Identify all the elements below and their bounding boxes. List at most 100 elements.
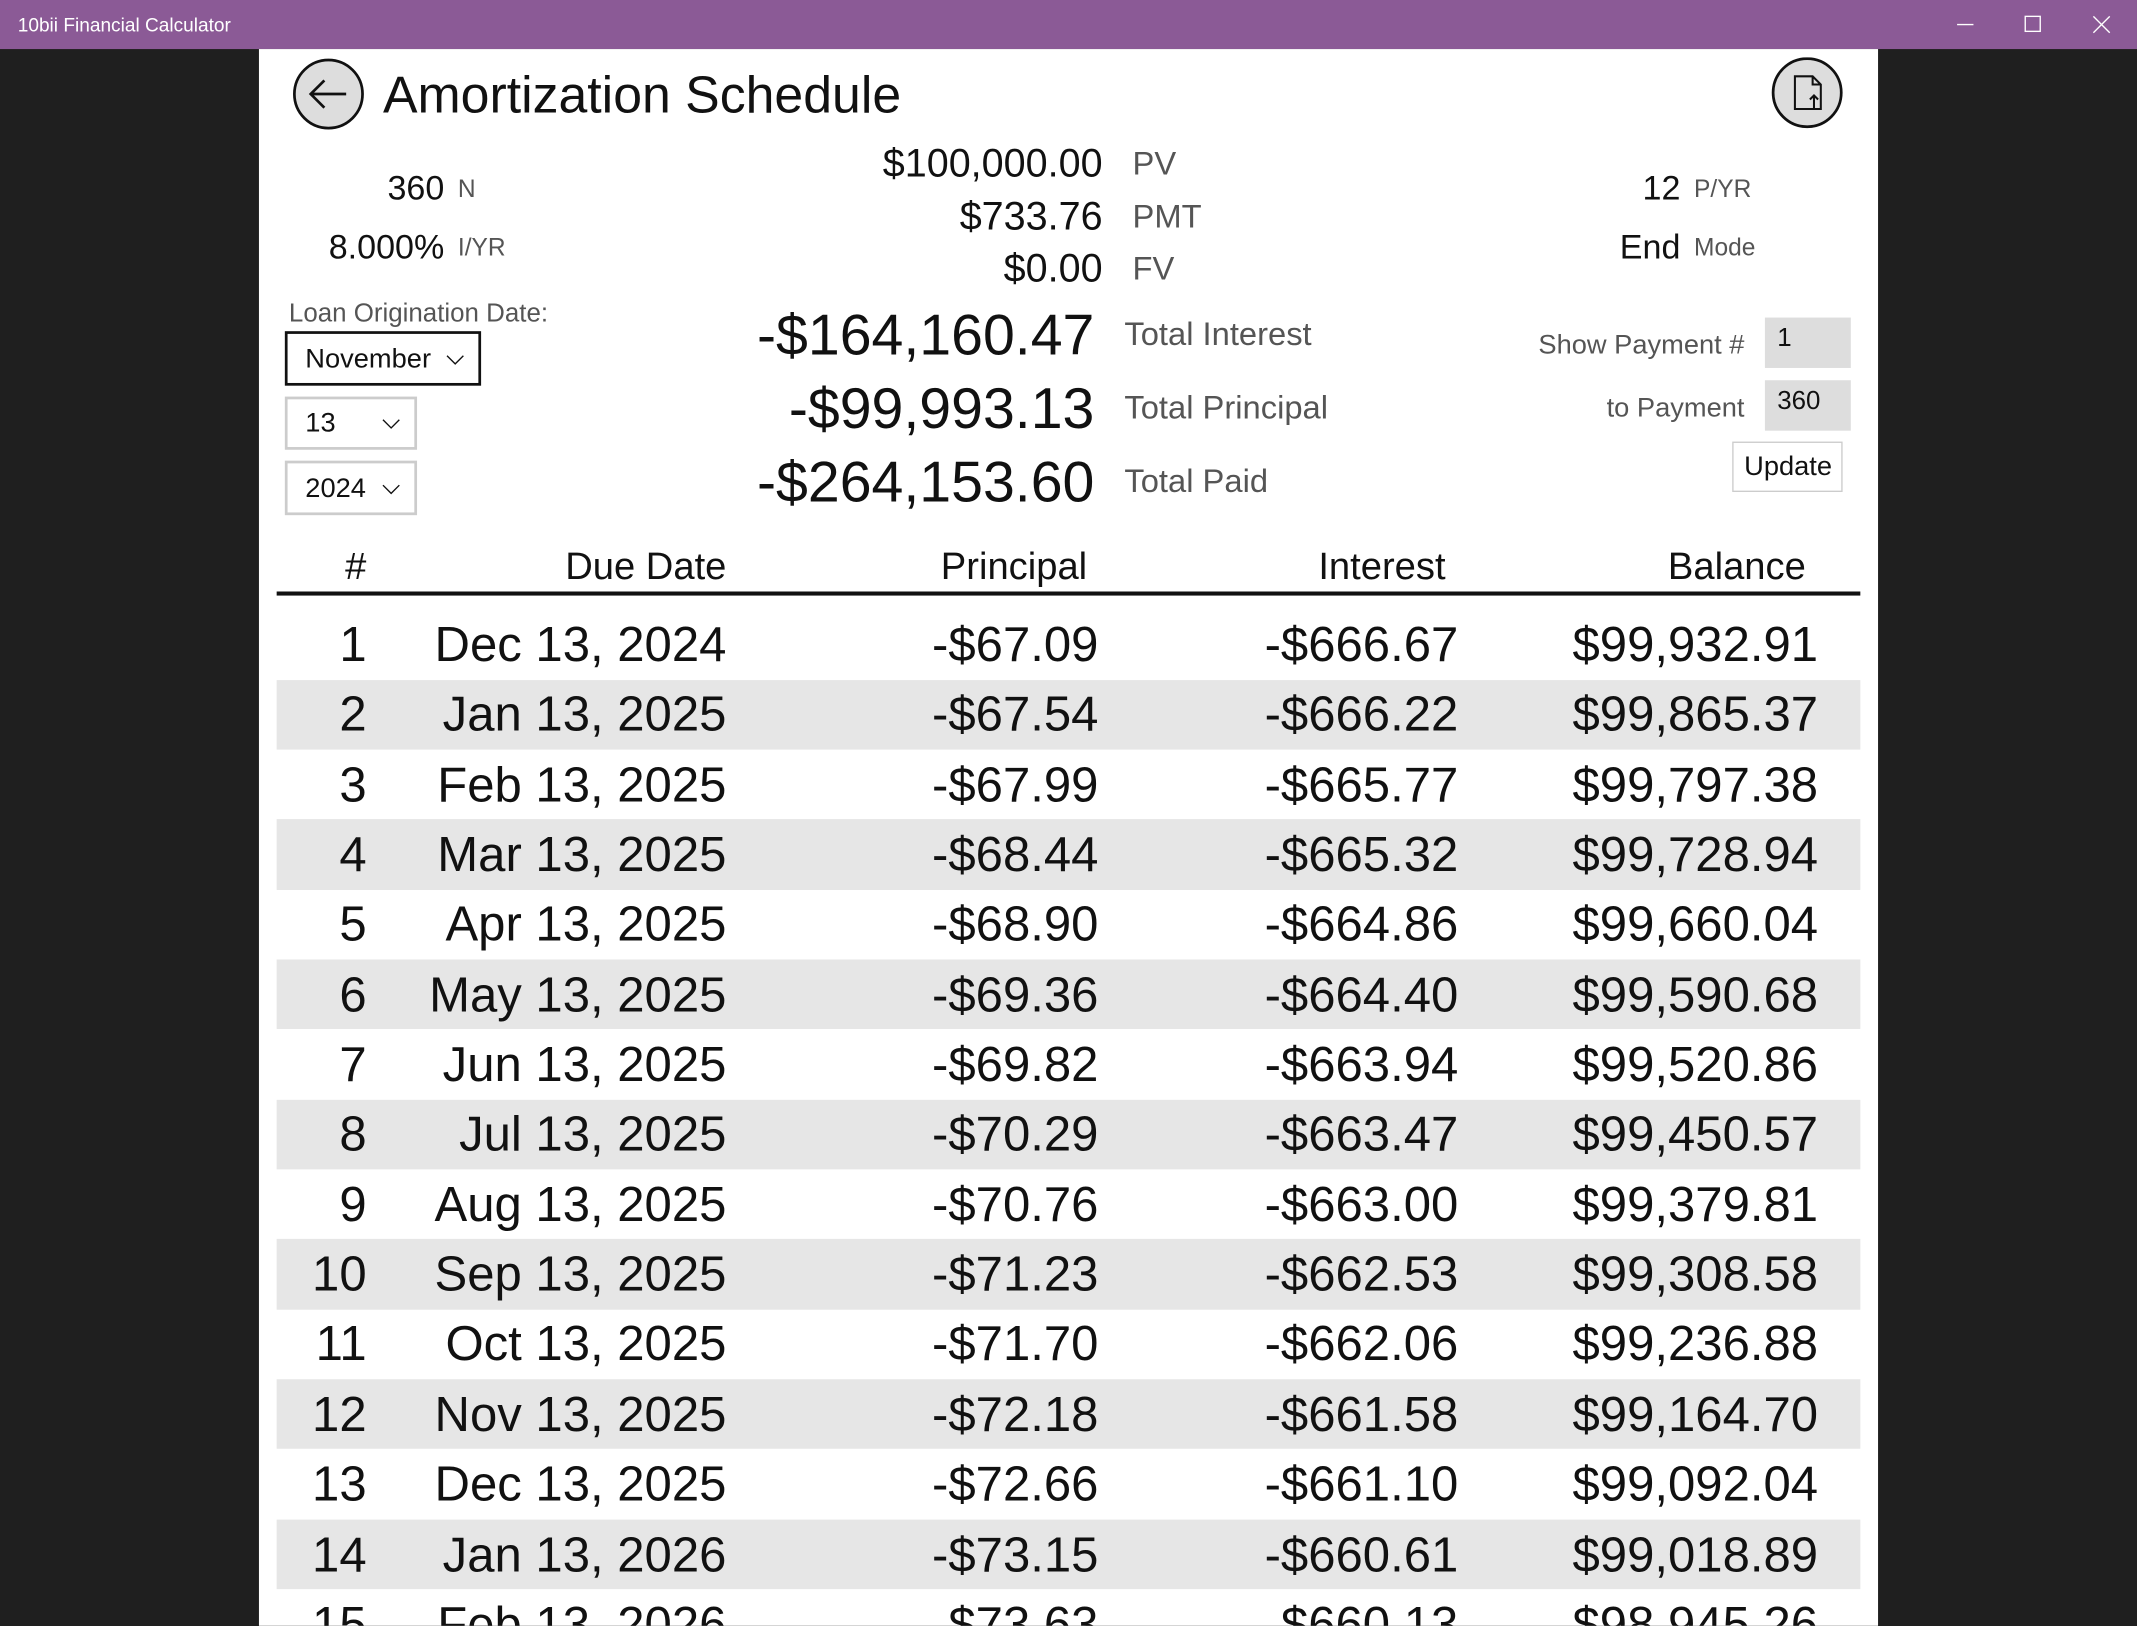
total-label: Total Interest (1124, 316, 1312, 353)
content-panel: Amortization Schedule 360 N 8.000% I/YR … (258, 49, 1879, 1626)
interest: -$666.67 (1264, 615, 1459, 672)
due-date: Jan 13, 2025 (442, 685, 727, 742)
column-header: Balance (1667, 545, 1806, 588)
table-row: 6 May 13, 2025 -$69.36 -$664.40 $99,590.68 (276, 959, 1861, 1030)
year-select[interactable]: 2024 (284, 460, 418, 516)
iyr-value: 8.000% (328, 228, 445, 267)
column-header: # (345, 545, 367, 588)
total-value: -$99,993.13 (788, 376, 1095, 441)
pv-value: $100,000.00 (882, 142, 1103, 187)
principal: -$69.36 (932, 965, 1099, 1022)
principal: -$73.15 (932, 1525, 1099, 1582)
payment-number: 4 (339, 825, 367, 882)
balance: $98,945.26 (1572, 1595, 1819, 1626)
pmt-value: $733.76 (959, 195, 1103, 240)
due-date: Sep 13, 2025 (434, 1245, 727, 1302)
balance: $99,932.91 (1572, 615, 1819, 672)
header-divider (276, 591, 1861, 596)
payment-number: 2 (339, 685, 367, 742)
back-button[interactable] (292, 57, 368, 133)
origination-label: Loan Origination Date: (288, 299, 549, 329)
balance: $99,450.57 (1572, 1105, 1819, 1162)
interest: -$661.10 (1264, 1455, 1459, 1512)
balance: $99,797.38 (1572, 755, 1819, 812)
balance: $99,236.88 (1572, 1315, 1819, 1372)
table-row: 9 Aug 13, 2025 -$70.76 -$663.00 $99,379.81 (277, 1169, 1861, 1239)
mode-value: End (1619, 228, 1681, 267)
pv-label: PV (1132, 145, 1177, 183)
interest: -$666.22 (1264, 685, 1459, 742)
day-select[interactable]: 13 (284, 396, 418, 450)
due-date: Dec 13, 2025 (434, 1455, 727, 1512)
due-date: Jun 13, 2025 (442, 1035, 727, 1092)
table-row: 5 Apr 13, 2025 -$68.90 -$664.86 $99,660.04 (277, 890, 1861, 960)
principal: -$72.18 (932, 1385, 1099, 1442)
pyr-label: P/YR (1694, 175, 1752, 203)
principal: -$70.29 (932, 1105, 1099, 1162)
from-value: 1 (1777, 324, 1792, 353)
fv-label: FV (1132, 250, 1175, 288)
year-value: 2024 (305, 473, 366, 504)
table-row: 12 Nov 13, 2025 -$72.18 -$661.58 $99,164.70 (276, 1379, 1861, 1450)
total-value: -$264,153.60 (756, 449, 1095, 514)
due-date: Jul 13, 2025 (459, 1105, 727, 1162)
principal: -$68.90 (932, 895, 1099, 952)
table-row: 15 Feb 13, 2026 -$73.63 -$660.13 $98,945.26 (277, 1589, 1861, 1626)
balance: $99,865.37 (1572, 685, 1819, 742)
to-value: 360 (1777, 387, 1821, 416)
principal: -$71.70 (932, 1315, 1099, 1372)
due-date: Apr 13, 2025 (445, 895, 727, 952)
table-row: 2 Jan 13, 2025 -$67.54 -$666.22 $99,865.37 (276, 679, 1861, 750)
principal: -$67.54 (932, 685, 1099, 742)
from-input[interactable]: 1 (1764, 317, 1851, 368)
principal: -$72.66 (932, 1455, 1099, 1512)
update-label: Update (1744, 451, 1833, 482)
table-row: 7 Jun 13, 2025 -$69.82 -$663.94 $99,520.86 (277, 1030, 1861, 1100)
payment-number: 11 (315, 1315, 367, 1372)
n-label: N (457, 175, 476, 203)
export-button[interactable] (1770, 57, 1846, 133)
balance: $99,018.89 (1572, 1525, 1819, 1582)
payment-number: 8 (339, 1105, 367, 1162)
balance: $99,379.81 (1572, 1175, 1819, 1232)
table-row: 3 Feb 13, 2025 -$67.99 -$665.77 $99,797.38 (277, 750, 1861, 820)
balance: $99,590.68 (1572, 965, 1819, 1022)
table-row: 8 Jul 13, 2025 -$70.29 -$663.47 $99,450.57 (276, 1099, 1861, 1170)
to-input[interactable]: 360 (1764, 380, 1851, 431)
principal: -$69.82 (932, 1035, 1099, 1092)
total-label: Total Paid (1124, 463, 1269, 501)
n-value: 360 (387, 169, 445, 208)
interest: -$662.06 (1264, 1315, 1459, 1372)
payment-number: 9 (339, 1175, 367, 1232)
principal: -$71.23 (932, 1245, 1099, 1302)
balance: $99,308.58 (1572, 1245, 1819, 1302)
update-button[interactable]: Update (1732, 441, 1843, 492)
interest: -$661.58 (1264, 1385, 1459, 1442)
dropdown-arrow (382, 484, 400, 495)
payment-number: 10 (312, 1245, 367, 1302)
payment-number: 6 (339, 965, 367, 1022)
due-date: Oct 13, 2025 (445, 1315, 727, 1372)
dropdown-arrow (382, 419, 400, 429)
table-row: 4 Mar 13, 2025 -$68.44 -$665.32 $99,728.94 (276, 819, 1861, 890)
due-date: Aug 13, 2025 (434, 1175, 727, 1232)
fv-value: $0.00 (1003, 247, 1103, 291)
month-select[interactable]: November (284, 331, 482, 386)
interest: -$663.47 (1264, 1105, 1459, 1162)
table-row: 11 Oct 13, 2025 -$71.70 -$662.06 $99,236.88 (277, 1309, 1861, 1379)
interest: -$662.53 (1264, 1245, 1459, 1302)
dropdown-arrow (446, 355, 464, 365)
iyr-label: I/YR (457, 233, 506, 261)
payment-number: 12 (312, 1385, 367, 1442)
table-row: 10 Sep 13, 2025 -$71.23 -$662.53 $99,308.58 (276, 1239, 1861, 1310)
window-controls[interactable] (1935, 11, 2126, 38)
column-header: Principal (940, 545, 1088, 588)
interest: -$660.61 (1264, 1525, 1459, 1582)
page-title: Amortization Schedule (382, 67, 902, 125)
pmt-label: PMT (1132, 198, 1202, 236)
balance: $99,164.70 (1572, 1385, 1819, 1442)
payment-number: 15 (312, 1595, 367, 1626)
due-date: Dec 13, 2024 (434, 615, 727, 672)
balance: $99,728.94 (1572, 825, 1819, 882)
